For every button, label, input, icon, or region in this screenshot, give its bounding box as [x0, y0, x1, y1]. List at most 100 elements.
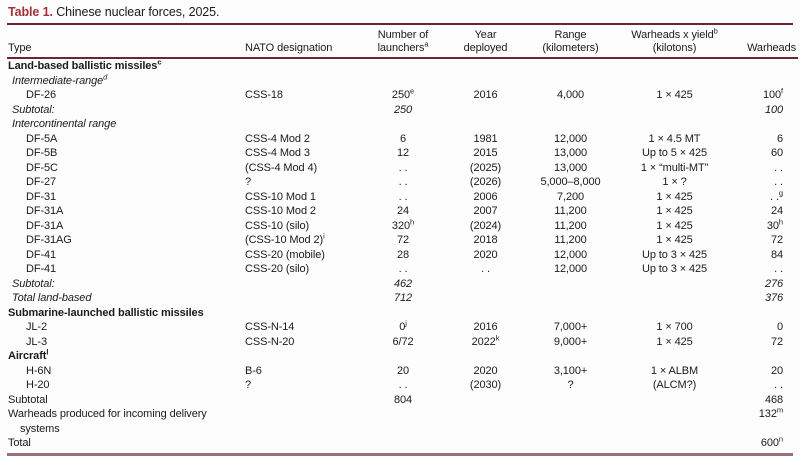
- cell-nato: CSS-20 (silo): [245, 263, 310, 275]
- cell-launchers: . .: [398, 176, 408, 188]
- cell-launchers: 6/72: [392, 335, 414, 348]
- cell-warheads: 24: [770, 205, 783, 217]
- cell-year: [443, 349, 528, 364]
- cell-warheads: 100f: [762, 86, 783, 101]
- column-header-warheads: Warheads: [736, 26, 798, 59]
- cell-launchers: [363, 349, 443, 364]
- cell-year: 2018: [473, 234, 498, 246]
- cell-year: [443, 393, 528, 408]
- cell-launchers: 712: [393, 292, 413, 304]
- table-title-text: Chinese nuclear forces, 2025.: [56, 5, 220, 19]
- cell-range: 5,000–8,000: [540, 176, 601, 188]
- cell-yield: 1 × 425: [656, 234, 693, 246]
- cell-type: JL-3: [26, 335, 47, 348]
- cell-year: (2025): [469, 161, 502, 174]
- table-row: DF-5C (CSS-4 Mod 4) . . (2025) 13,000 1 × “mu…: [7, 161, 798, 176]
- cell-type: Warheads produced for incoming delivery …: [8, 408, 207, 435]
- cell-launchers: . .: [398, 379, 408, 391]
- cell-launchers: 6: [399, 132, 407, 145]
- table-row: H-20? . . (2030)? (ALCM?) . .: [7, 378, 798, 393]
- cell-yield: [613, 393, 736, 408]
- cell-nato: CSS-N-14: [245, 321, 295, 333]
- table-row: Total 600n: [7, 435, 798, 451]
- cell-range: 12,000: [553, 248, 588, 261]
- cell-yield: 1 × 425: [656, 205, 693, 217]
- cell-launchers: 250: [393, 103, 413, 116]
- cell-nato: CSS-N-20: [245, 335, 295, 348]
- cell-nato: [245, 117, 363, 132]
- cell-launchers: 20: [396, 364, 410, 377]
- table-row: DF-5B CSS-4 Mod 3 12 2015 13,000 Up to 5 × 42…: [7, 146, 798, 161]
- cell-year: [443, 407, 528, 436]
- table-row: DF-27? . . (2026) 5,000–8,000 1 × ? . .: [7, 175, 798, 190]
- cell-yield: 1 × “multi-MT”: [640, 161, 709, 174]
- cell-year: . .: [481, 263, 490, 275]
- cell-type: DF-5B: [26, 147, 58, 159]
- cell-range: [528, 349, 613, 364]
- column-header-type: Type: [7, 26, 245, 59]
- cell-nato: CSS-20 (mobile): [245, 248, 325, 261]
- cell-nato: B-6: [245, 364, 262, 377]
- cell-type: DF-31: [26, 190, 57, 203]
- cell-type: Submarine-launched ballistic missiles: [8, 306, 204, 319]
- cell-warheads: . .: [774, 176, 783, 188]
- cell-warheads: 376: [764, 292, 783, 304]
- cell-range: [528, 436, 613, 451]
- cell-yield: [613, 277, 736, 292]
- cell-year: (2026): [469, 176, 502, 188]
- cell-yield: Up to 5 × 425: [641, 147, 708, 159]
- cell-yield: [613, 103, 736, 118]
- cell-nato: CSS-18: [245, 89, 283, 101]
- column-header-range: Range (kilometers): [528, 26, 613, 59]
- cell-yield: 1 × 425: [656, 190, 693, 203]
- cell-warheads: . .: [774, 379, 783, 391]
- cell-warheads: 72: [770, 335, 783, 348]
- cell-type: DF-41: [26, 263, 57, 275]
- table-row: H-6N B-6 20 2020 3,100+ 1 × ALBM 20: [7, 364, 798, 379]
- cell-warheads: [736, 306, 798, 321]
- cell-yield: [613, 349, 736, 364]
- table-row: DF-41 CSS-20 (silo) . . . . 12,000 Up to 3 × …: [7, 262, 798, 277]
- cell-year: 2016: [473, 321, 498, 333]
- header-row: Type NATO designation Number of launchersa Y…: [7, 26, 798, 59]
- cell-nato: CSS-4 Mod 3: [245, 147, 310, 159]
- cell-range: [528, 393, 613, 408]
- table-row: Subtotal: 462 276: [7, 277, 798, 292]
- table-row: DF-5A CSS-4 Mod 2 6 1981 12,000 1 × 4.5 MT 6: [7, 132, 798, 147]
- cell-warheads: [736, 58, 798, 74]
- cell-warheads: 20: [770, 364, 783, 377]
- cell-type: DF-27: [26, 176, 57, 188]
- cell-nato: [245, 277, 363, 292]
- cell-type: DF-5A: [26, 132, 58, 145]
- cell-nato: [245, 58, 363, 74]
- table-number: Table 1.: [8, 5, 53, 19]
- cell-year: 1981: [473, 132, 498, 145]
- table-row: JL-2 CSS-N-14 0j 2016 7,000+ 1 × 700 0: [7, 318, 798, 335]
- cell-type: Total land-based: [12, 292, 92, 304]
- cell-nato: [245, 103, 363, 118]
- cell-range: 13,000: [553, 147, 588, 159]
- table-row: DF-41 CSS-20 (mobile) 28 2020 12,000 Up to 3 …: [7, 248, 798, 263]
- cell-warheads: 100: [764, 103, 783, 116]
- cell-launchers: 804: [393, 393, 413, 406]
- cell-type: Subtotal: [8, 393, 48, 406]
- cell-year: [443, 291, 528, 306]
- table-body: Land-based ballistic missilesc Intermedia…: [7, 58, 798, 451]
- cell-year: [443, 74, 528, 89]
- cell-nato: [245, 74, 363, 89]
- cell-warheads: . .g: [770, 187, 783, 203]
- cell-nato: [245, 407, 363, 436]
- cell-warheads: 72: [770, 234, 783, 246]
- cell-yield: 1 × 425: [656, 335, 693, 348]
- cell-nato: [245, 436, 363, 451]
- cell-range: 11,200: [554, 205, 587, 217]
- cell-warheads: [736, 117, 798, 132]
- cell-yield: 1 × 4.5 MT: [648, 132, 701, 145]
- cell-launchers: 320h: [391, 216, 415, 232]
- bottom-rule: [7, 452, 793, 456]
- nuclear-forces-table: Type NATO designation Number of launchersa Y…: [7, 26, 798, 451]
- cell-launchers: 0j: [399, 318, 407, 333]
- cell-nato: [245, 306, 363, 321]
- cell-warheads: . .: [774, 263, 783, 275]
- cell-range: ?: [567, 379, 574, 391]
